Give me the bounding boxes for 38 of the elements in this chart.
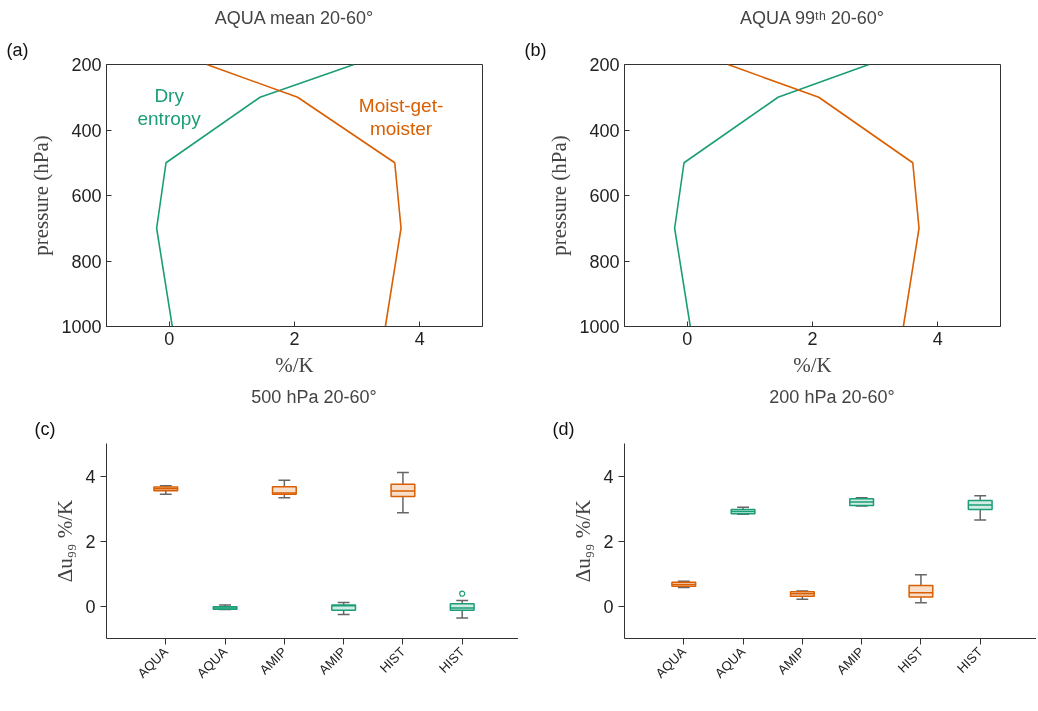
y-tick-label: 1000 <box>61 317 102 337</box>
text: (a) <box>6 39 29 60</box>
y-tick-label: 1000 <box>579 317 620 337</box>
x-tick-label: 2 <box>289 328 300 349</box>
y-axis-title: Δu₉₉ %/K <box>53 499 78 583</box>
y-tick-label: 200 <box>589 55 620 75</box>
x-tick-label: 0 <box>164 328 175 349</box>
y-tick-label: 4 <box>603 466 614 487</box>
y-tick-label: 0 <box>85 596 96 617</box>
y-tick-label: 600 <box>589 186 620 206</box>
text: (b) <box>524 39 547 60</box>
x-axis-title: %/K <box>275 352 314 377</box>
y-axis-title: pressure (hPa) <box>547 135 572 256</box>
series-label: Moist-get-moister <box>358 94 444 139</box>
x-tick-label: 4 <box>414 328 425 349</box>
y-tick-label: 2 <box>603 531 614 552</box>
y-axis-title: Δu₉₉ %/K <box>571 499 596 583</box>
x-tick-label: 0 <box>682 328 693 349</box>
y-axis-title: pressure (hPa) <box>29 135 54 256</box>
chart-title: 500 hPa 20-60° <box>251 386 377 407</box>
text: (c) <box>34 418 56 439</box>
text: (d) <box>552 418 575 439</box>
y-tick-label: 0 <box>603 596 614 617</box>
chart-title: AQUA 99ᵗʰ 20-60° <box>739 7 885 28</box>
y-tick-label: 2 <box>85 531 96 552</box>
y-tick-label: 200 <box>71 55 102 75</box>
y-tick-label: 800 <box>589 251 620 272</box>
y-tick-label: 4 <box>85 466 96 487</box>
x-tick-label: 2 <box>807 328 818 349</box>
y-tick-label: 400 <box>589 120 620 141</box>
chart-title: 200 hPa 20-60° <box>769 386 895 407</box>
y-tick-label: 600 <box>71 186 102 206</box>
y-tick-label: 800 <box>71 251 102 272</box>
series-label: Dry entropy <box>137 85 202 130</box>
chart-title: AQUA mean 20-60° <box>214 7 374 28</box>
x-axis-title: %/K <box>793 352 832 377</box>
x-tick-label: 4 <box>932 328 943 349</box>
y-tick-label: 400 <box>71 120 102 141</box>
